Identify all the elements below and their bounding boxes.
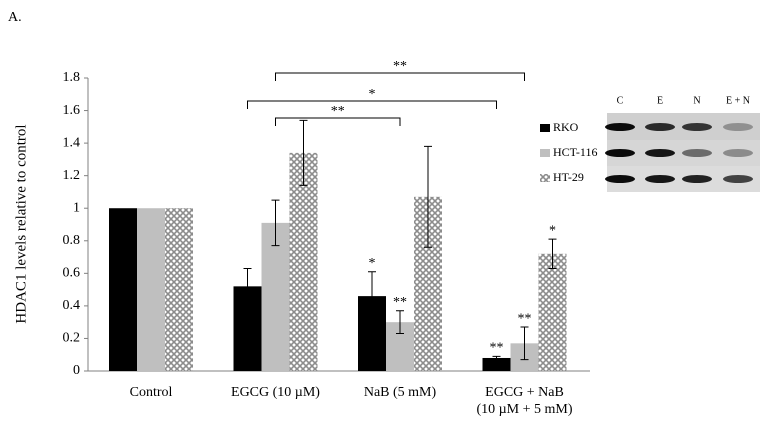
blot-band	[723, 175, 753, 183]
blot-band	[645, 175, 675, 183]
significance-label: **	[518, 311, 532, 326]
y-axis-label: HDAC1 levels relative to control	[13, 124, 29, 323]
y-tick-label: 0.4	[63, 298, 81, 313]
y-tick-label: 1.8	[63, 70, 81, 85]
blot-band	[682, 175, 712, 183]
bar	[289, 152, 318, 371]
bracket-label: **	[331, 104, 345, 119]
comparison-bracket	[247, 100, 497, 109]
legend-swatch	[540, 124, 550, 132]
panel-label: A.	[8, 10, 22, 25]
x-tick-label: EGCG (10 µM)	[231, 385, 320, 400]
comparison-bracket	[275, 72, 525, 81]
error-bar	[548, 238, 557, 269]
y-tick-label: 1.2	[63, 168, 81, 183]
bar	[482, 357, 511, 371]
error-bar	[520, 326, 529, 361]
bracket-label: *	[369, 87, 376, 102]
significance-label: **	[490, 341, 504, 356]
blot-band	[605, 123, 635, 131]
bar	[261, 222, 290, 371]
blot-band	[605, 175, 635, 183]
legend-label: HCT-116	[553, 145, 597, 159]
legend-swatch	[540, 174, 550, 182]
inset-label: E	[657, 95, 663, 106]
significance-label: **	[393, 295, 407, 310]
legend-label: HT-29	[553, 170, 584, 184]
error-bar	[396, 310, 404, 335]
error-bar	[424, 145, 432, 248]
error-bar	[368, 271, 376, 322]
error-bar	[299, 119, 308, 186]
blot-band	[723, 123, 753, 131]
y-tick-label: 0	[73, 363, 80, 378]
error-bar	[271, 199, 280, 247]
legend-swatch	[540, 149, 550, 157]
bracket-label: **	[393, 59, 407, 74]
significance-label: *	[549, 223, 556, 238]
error-bar	[492, 355, 501, 361]
blot-band	[645, 123, 675, 131]
blot-band	[682, 123, 712, 131]
x-tick-label: EGCG + NaB (10 µM + 5 mM)	[476, 385, 573, 417]
inset-label: C	[617, 95, 624, 106]
y-tick-label: 1.4	[63, 135, 81, 150]
y-tick-label: 1	[73, 200, 80, 215]
y-tick-label: 0.2	[63, 331, 81, 346]
significance-label: *	[369, 256, 376, 271]
blot-band	[723, 149, 753, 157]
blot-band	[645, 149, 675, 157]
inset-label: N	[693, 95, 700, 106]
blot-band	[605, 149, 635, 157]
y-tick-label: 0.8	[63, 233, 81, 248]
legend-label: RKO	[553, 120, 579, 134]
bar	[165, 208, 193, 371]
bar	[538, 253, 567, 371]
x-tick-label: Control	[129, 385, 173, 400]
y-tick-label: 0.6	[63, 266, 81, 281]
inset-label: E + N	[726, 95, 750, 106]
comparison-bracket	[275, 117, 401, 126]
bar	[109, 208, 137, 371]
x-tick-label: NaB (5 mM)	[363, 385, 437, 400]
error-bar	[243, 267, 252, 305]
blot-band	[682, 149, 712, 157]
bar	[137, 208, 165, 371]
y-tick-label: 1.6	[63, 103, 81, 118]
